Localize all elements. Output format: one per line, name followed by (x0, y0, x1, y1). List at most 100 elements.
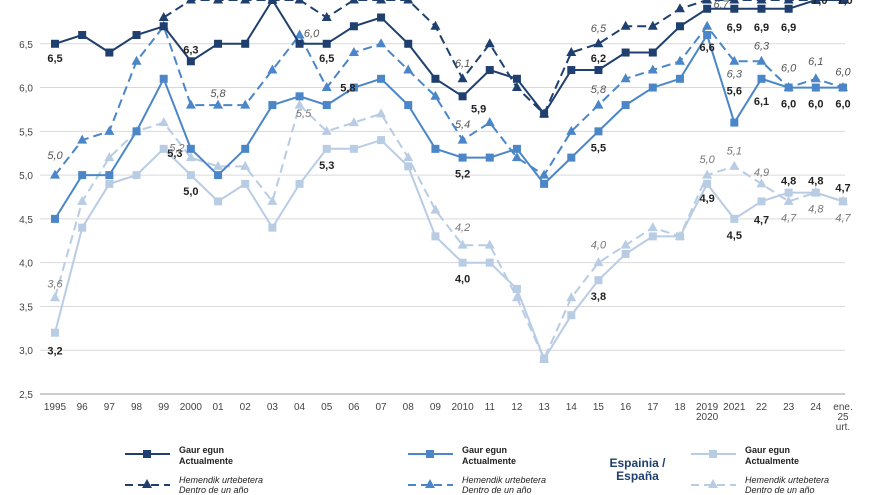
data-point (186, 144, 195, 153)
legend-label-current-eu: Gaur egun (745, 445, 790, 455)
legend-box-usted-line2: Usted (54, 469, 89, 483)
data-label: 4,9 (699, 193, 714, 205)
series-group (51, 0, 847, 118)
data-label: 6,5 (591, 23, 607, 35)
data-label: 6,9 (754, 22, 769, 34)
series-line (54, 0, 843, 116)
data-label: 6,3 (183, 44, 198, 56)
data-label: 6,0 (808, 99, 823, 111)
data-point (403, 152, 414, 162)
x-tick-label: 18 (674, 402, 686, 413)
data-point (51, 214, 59, 223)
data-label: 6,2 (591, 53, 606, 65)
data-point (295, 92, 304, 101)
x-tick-label: 2000 (180, 402, 203, 413)
y-tick-label: 3,0 (19, 346, 33, 357)
legend-box-usted-line1: Zu / (60, 456, 83, 470)
legend-label-current-eu: Gaur egun (179, 445, 224, 455)
chart-svg: 2,5 3,0 3,5 4,0 4,5 5,0 5,5 6,0 6,5 1995 96 97 98 99 2… (19, 0, 853, 430)
y-tick-label: 5,0 (19, 171, 33, 182)
data-label: 6,1 (808, 56, 823, 68)
data-point (213, 160, 224, 170)
legend-marker-square (426, 450, 434, 458)
series-group (51, 136, 847, 363)
data-point (321, 12, 332, 22)
data-point (322, 101, 331, 110)
data-point (784, 83, 793, 92)
x-tick-label: 08 (403, 402, 415, 413)
data-point (620, 239, 631, 249)
data-point (404, 101, 413, 110)
data-point (131, 55, 142, 65)
data-label: 4,8 (781, 176, 796, 188)
data-point (484, 38, 495, 48)
legend-label-current-es: Actualmente (179, 456, 233, 466)
data-point (403, 64, 414, 74)
data-point (105, 48, 114, 57)
data-point (566, 125, 577, 135)
data-label: 5,3 (167, 148, 182, 160)
data-point (457, 73, 468, 83)
legend-marker-triangle (425, 479, 435, 488)
data-point (540, 179, 549, 188)
series-line (54, 138, 844, 362)
data-label: 5,3 (319, 160, 334, 172)
x-tick-label: 16 (620, 402, 632, 413)
data-point (648, 83, 657, 92)
data-point (620, 73, 631, 83)
legend-box-espana-line2: España (616, 469, 659, 483)
data-point (810, 73, 821, 83)
data-label: 6,9 (727, 22, 742, 34)
data-point (675, 22, 684, 31)
data-point (593, 257, 604, 267)
data-point (403, 0, 414, 4)
x-tick-label: 22 (756, 402, 768, 413)
data-point (213, 0, 224, 4)
data-point (566, 292, 577, 302)
data-point (703, 31, 712, 40)
data-point (484, 117, 495, 127)
series-line (163, 0, 843, 116)
data-point (132, 31, 141, 40)
data-label: 6,3 (727, 68, 743, 80)
legend-marker-square (143, 450, 151, 458)
legend-marker-triangle (142, 479, 152, 488)
data-point (621, 101, 630, 110)
data-label: 5,9 (471, 103, 486, 115)
data-label: 7,0 (812, 0, 827, 7)
data-label: 6,0 (781, 99, 796, 111)
data-point (322, 39, 331, 48)
x-tick-label: 25 (837, 412, 849, 423)
x-tick-label: 17 (647, 402, 659, 413)
data-label: 4,8 (808, 176, 823, 188)
data-point (593, 99, 604, 109)
data-point (457, 134, 468, 144)
data-point (241, 39, 250, 48)
data-point (78, 171, 87, 180)
data-point (839, 197, 847, 206)
data-point (104, 152, 115, 162)
data-point (105, 179, 114, 188)
data-point (185, 152, 196, 162)
data-label: 6,7 (713, 0, 729, 11)
data-point (594, 66, 603, 75)
data-label: 4,7 (754, 214, 769, 226)
data-label: 5,0 (183, 186, 198, 198)
data-label: 6,0 (304, 28, 320, 40)
y-tick-label: 3,5 (19, 302, 33, 313)
data-label: 5,2 (455, 169, 470, 181)
x-tick-label: 23 (783, 402, 795, 413)
data-label: 3,6 (47, 279, 63, 291)
legend-box-euskadi: Euskadi (308, 447, 401, 493)
data-point (511, 292, 522, 302)
data-label: 4,0 (455, 274, 470, 286)
data-point (430, 204, 441, 214)
y-tick-label: 5,5 (19, 127, 33, 138)
x-tick-label: urt. (836, 422, 850, 430)
data-point (620, 20, 631, 30)
x-tick-label: 2021 (723, 402, 746, 413)
x-tick-label: 98 (131, 402, 143, 413)
data-point (404, 162, 413, 171)
y-tick-label: 6,0 (19, 84, 33, 95)
data-label: 6,0 (781, 63, 797, 75)
